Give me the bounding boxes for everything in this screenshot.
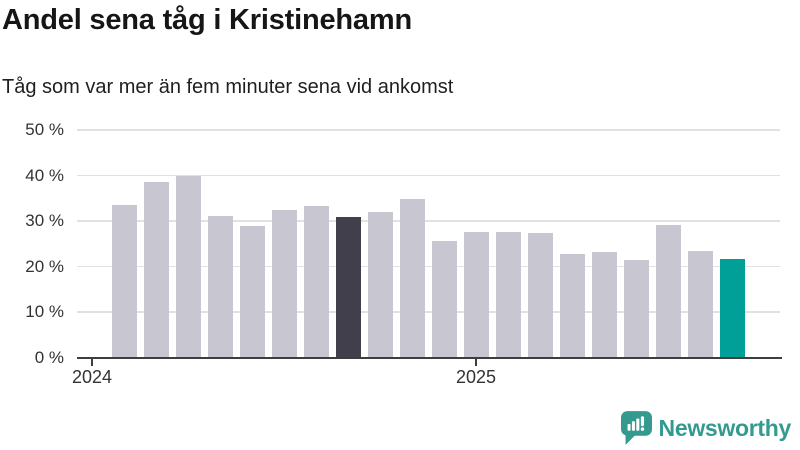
- y-axis-label: 50 %: [25, 120, 64, 139]
- logo-bar-mid: [631, 421, 635, 431]
- logo-exclamation-dot: [640, 427, 644, 431]
- bar-feb-2025: [495, 231, 521, 357]
- logo-bar-tall: [635, 418, 639, 431]
- bar-maj-2025: [591, 252, 617, 357]
- chart-subtitle: Tåg som var mer än fem minuter sena vid …: [2, 76, 454, 98]
- bar-jul-2024: [271, 210, 297, 357]
- bar-feb-2024: [111, 204, 137, 357]
- y-axis-label: 10 %: [25, 302, 64, 322]
- x-axis-label-2024: 2024: [71, 367, 113, 387]
- bar-apr-2024: [175, 175, 201, 357]
- x-axis-line: [77, 357, 782, 359]
- y-axis-label: 30 %: [25, 211, 64, 231]
- y-axis-label: 0 %: [34, 348, 64, 367]
- bar-mar-2024: [143, 182, 169, 357]
- newsworthy-logo[interactable]: Newsworthy: [620, 411, 792, 446]
- bar-apr-2025: [559, 254, 585, 357]
- bar-aug-2024: [303, 206, 329, 357]
- x-axis-tick-2024: [91, 359, 93, 366]
- bar-mar-2025: [527, 233, 553, 357]
- gridline-10: [77, 311, 780, 313]
- bar-aug-2025: [687, 251, 713, 357]
- bar-nov-2024: [399, 198, 425, 357]
- bar-jan-2025: [463, 232, 489, 357]
- gridline-50: [77, 129, 780, 131]
- chart-title: Andel sena tåg i Kristinehamn: [2, 4, 412, 36]
- x-axis-tick-2025: [475, 359, 477, 366]
- bar-jun-2024: [239, 226, 265, 357]
- bar-okt-2024: [367, 212, 393, 357]
- bar-jun-2025: [623, 259, 649, 357]
- bar-jul-2025: [655, 225, 681, 357]
- logo-exclamation-stroke: [640, 416, 644, 427]
- newsworthy-bubble-icon: [620, 411, 652, 445]
- gridline-30: [77, 220, 780, 222]
- gridline-20: [77, 265, 780, 268]
- logo-bar-short: [627, 423, 631, 431]
- bar-sep-2025: [719, 258, 745, 357]
- x-axis-label-2025: 2025: [455, 367, 497, 387]
- y-axis-label: 40 %: [25, 165, 64, 185]
- newsworthy-logo-text: Newsworthy: [658, 415, 792, 441]
- y-axis-label: 20 %: [25, 256, 64, 276]
- bar-dec-2024: [431, 241, 457, 357]
- bar-maj-2024: [207, 215, 233, 357]
- gridline-40: [77, 174, 780, 177]
- bar-sep-2024: [335, 216, 361, 357]
